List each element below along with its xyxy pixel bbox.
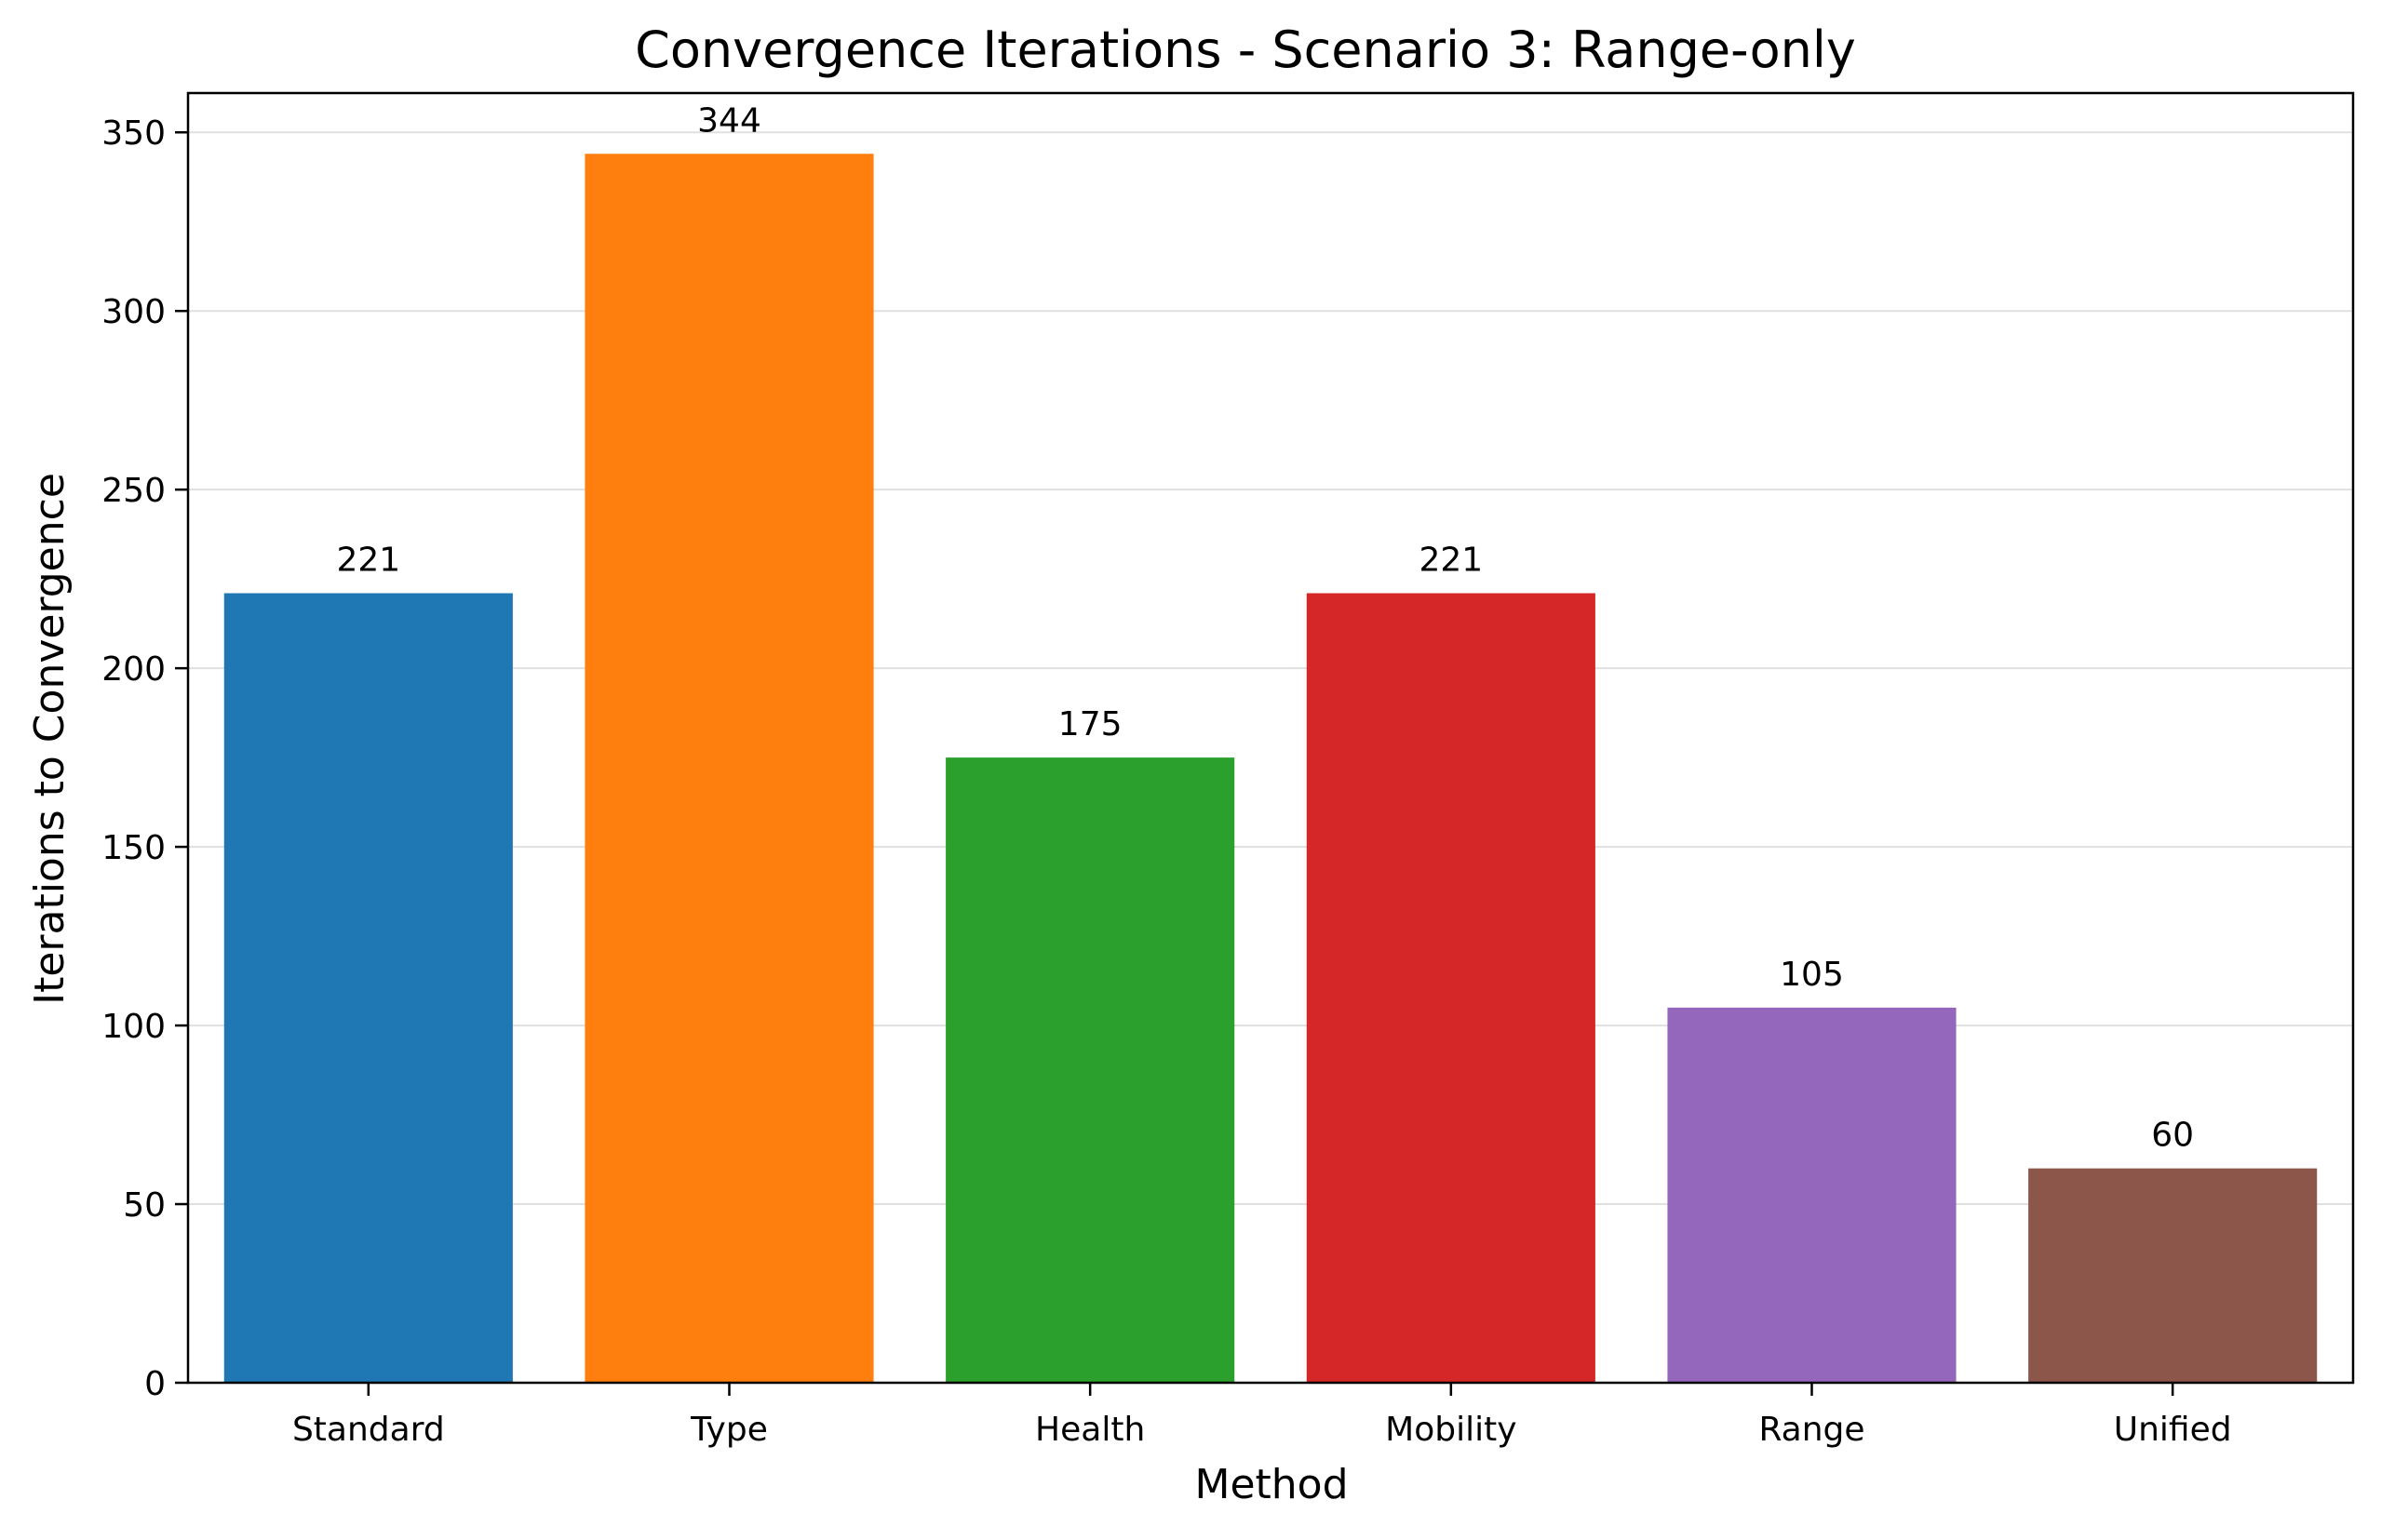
data-label-type: 344 <box>697 101 761 140</box>
x-axis-title: Method <box>1194 1461 1348 1508</box>
bar-unified <box>2028 1168 2318 1383</box>
data-labels: 221 344 175 221 105 60 <box>336 101 2194 1154</box>
bars <box>223 154 2318 1384</box>
data-label-standard: 221 <box>336 542 400 580</box>
plot-frame <box>186 91 2355 1385</box>
x-tick-label-standard: Standard <box>292 1411 445 1449</box>
y-tick-label-300: 300 <box>101 293 166 331</box>
grid-lines <box>188 131 2353 1206</box>
data-label-health: 175 <box>1058 705 1123 743</box>
axes: 0 50 100 150 200 250 300 350 Standard Type Health M… <box>101 91 2355 1449</box>
bar-standard <box>223 593 513 1383</box>
y-tick-label-0: 0 <box>144 1365 166 1403</box>
bar-type <box>585 154 874 1384</box>
y-tick-label-150: 150 <box>101 829 166 867</box>
y-tick-label-350: 350 <box>101 114 166 153</box>
y-tick-label-100: 100 <box>101 1008 166 1046</box>
data-label-mobility: 221 <box>1419 542 1483 580</box>
bar-range <box>1667 1007 1957 1383</box>
bar-mobility <box>1306 593 1595 1383</box>
y-tick-label-200: 200 <box>101 650 166 689</box>
x-tick-label-range: Range <box>1758 1411 1864 1449</box>
x-tick-label-mobility: Mobility <box>1385 1411 1516 1449</box>
y-axis-title: Iterations to Convergence <box>26 473 74 1005</box>
chart-title: Convergence Iterations - Scenario 3: Ran… <box>635 20 1856 79</box>
data-label-unified: 60 <box>2151 1117 2194 1155</box>
y-tick-label-250: 250 <box>101 472 166 510</box>
bar-health <box>946 757 1235 1383</box>
y-tick-label-50: 50 <box>123 1186 166 1225</box>
data-label-range: 105 <box>1780 956 1844 994</box>
x-tick-label-health: Health <box>1035 1411 1145 1449</box>
x-tick-label-type: Type <box>690 1411 768 1449</box>
x-tick-label-unified: Unified <box>2114 1411 2232 1449</box>
